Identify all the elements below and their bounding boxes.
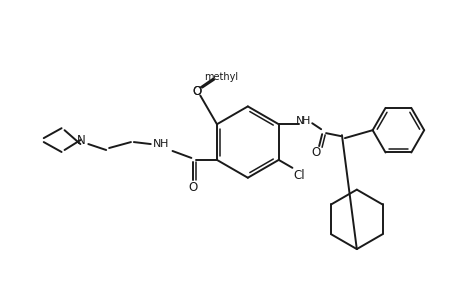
Text: methyl: methyl — [204, 72, 238, 82]
Text: N: N — [152, 139, 161, 149]
Text: O: O — [192, 85, 202, 98]
Text: O: O — [192, 85, 202, 98]
Text: N: N — [77, 134, 85, 147]
Text: H: H — [302, 116, 310, 126]
Text: Cl: Cl — [293, 169, 304, 182]
Text: O: O — [188, 181, 197, 194]
Text: O: O — [311, 146, 320, 160]
Text: H: H — [159, 139, 168, 149]
Text: N: N — [296, 116, 304, 126]
